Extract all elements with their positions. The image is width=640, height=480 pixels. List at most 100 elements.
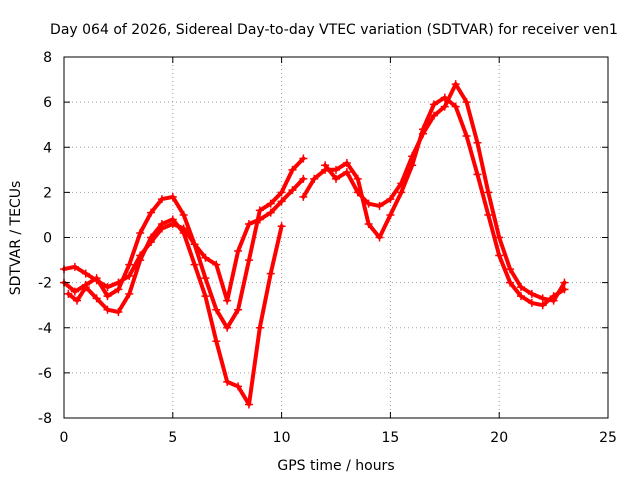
x-tick-label: 25 — [599, 430, 617, 446]
data-point — [223, 377, 232, 386]
data-point — [255, 215, 264, 224]
data-point — [440, 102, 449, 111]
data-point — [114, 307, 123, 316]
data-point — [299, 192, 308, 201]
data-point — [114, 285, 123, 294]
data-point — [473, 170, 482, 179]
data-point — [408, 152, 417, 161]
data-point — [429, 111, 438, 120]
data-point — [266, 208, 275, 217]
data-point — [179, 210, 188, 219]
data-point — [244, 256, 253, 265]
data-point — [364, 219, 373, 228]
data-point — [451, 102, 460, 111]
x-tick-label: 15 — [381, 430, 399, 446]
data-point — [397, 188, 406, 197]
data-point — [212, 260, 221, 269]
chart-title: Day 064 of 2026, Sidereal Day-to-day VTE… — [50, 22, 618, 38]
data-point — [484, 188, 493, 197]
data-point — [147, 208, 156, 217]
data-point — [92, 276, 101, 285]
data-point — [451, 80, 460, 89]
data-point — [255, 206, 264, 215]
data-point — [495, 233, 504, 242]
data-point — [386, 210, 395, 219]
data-point — [201, 274, 210, 283]
data-point — [266, 269, 275, 278]
data-point — [125, 260, 134, 269]
data-point — [103, 283, 112, 292]
data-point — [81, 283, 90, 292]
data-point — [190, 260, 199, 269]
data-point — [288, 186, 297, 195]
series-trace-d — [299, 93, 569, 310]
y-tick-label: 4 — [43, 140, 52, 156]
data-point — [157, 195, 166, 204]
data-point — [375, 233, 384, 242]
data-point — [353, 174, 362, 183]
data-point — [168, 192, 177, 201]
data-point — [125, 271, 134, 280]
data-point — [516, 283, 525, 292]
series-trace — [301, 95, 567, 308]
data-point — [201, 292, 210, 301]
data-point — [353, 188, 362, 197]
data-point — [103, 305, 112, 314]
data-point — [538, 294, 547, 303]
data-point — [125, 289, 134, 298]
data-point — [190, 240, 199, 249]
data-point — [244, 219, 253, 228]
y-tick-label: -8 — [38, 411, 52, 427]
data-point — [234, 305, 243, 314]
x-tick-label: 10 — [273, 430, 291, 446]
data-point — [277, 188, 286, 197]
data-point — [321, 161, 330, 170]
data-point — [266, 199, 275, 208]
y-tick-label: -4 — [38, 321, 52, 337]
data-point — [397, 179, 406, 188]
data-point — [310, 174, 319, 183]
y-axis-ticks: -8 -6 -4 -2 0 2 4 6 8 — [38, 50, 608, 427]
data-point — [364, 199, 373, 208]
data-point — [332, 165, 340, 174]
x-tick-label: 5 — [168, 430, 177, 446]
data-point — [527, 289, 536, 298]
plot-marks — [60, 80, 569, 409]
data-point — [255, 323, 264, 332]
series-trace — [66, 217, 284, 407]
data-point — [70, 262, 79, 271]
data-point — [429, 100, 438, 109]
series-trace-c — [60, 174, 308, 305]
data-point — [299, 174, 308, 183]
series-trace-a — [60, 154, 308, 332]
data-point — [212, 305, 221, 314]
data-point — [136, 228, 145, 237]
data-point — [506, 278, 515, 287]
data-point — [244, 400, 253, 409]
data-point — [201, 253, 210, 262]
data-point — [419, 129, 428, 138]
data-point — [114, 278, 123, 287]
data-point — [92, 294, 101, 303]
data-point — [277, 222, 286, 231]
data-point — [168, 219, 177, 228]
data-point — [527, 298, 536, 307]
data-point — [234, 247, 243, 256]
y-tick-label: -2 — [38, 276, 52, 292]
data-point — [277, 197, 286, 206]
data-point — [375, 201, 384, 210]
x-axis-label: GPS time / hours — [277, 458, 394, 474]
data-point — [342, 159, 351, 168]
data-point — [473, 138, 482, 147]
y-tick-label: -6 — [38, 366, 52, 382]
data-point — [223, 323, 232, 332]
y-axis-label: SDTVAR / TECUs — [8, 181, 24, 296]
data-point — [462, 131, 471, 140]
data-point — [538, 301, 547, 310]
x-tick-label: 20 — [490, 430, 508, 446]
data-point — [73, 296, 82, 305]
x-tick-label: 0 — [60, 430, 69, 446]
data-point — [157, 224, 166, 233]
data-point — [516, 292, 525, 301]
data-point — [549, 296, 558, 305]
